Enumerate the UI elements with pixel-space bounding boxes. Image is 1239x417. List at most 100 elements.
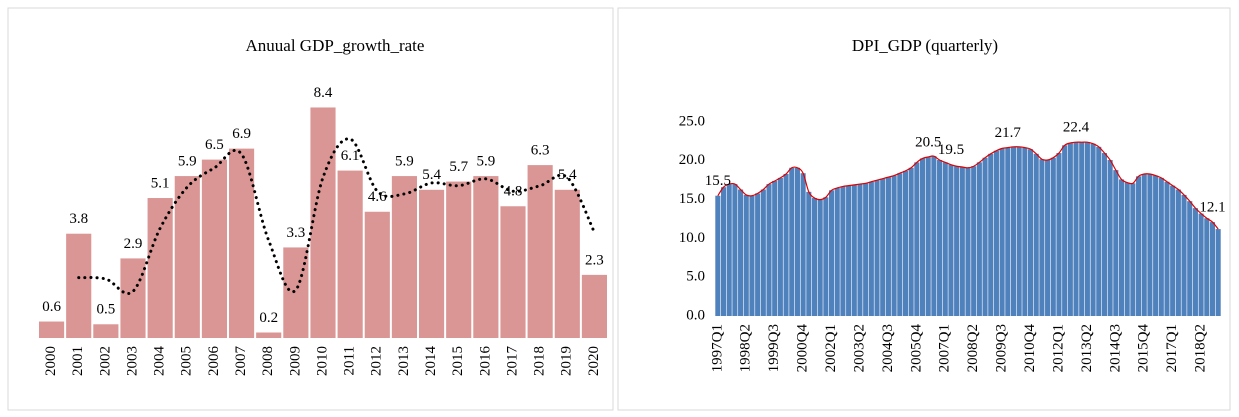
bar [1141,173,1147,316]
x-tick-label: 2014 [423,346,439,377]
bar [1181,194,1187,316]
bar [783,173,789,316]
bar [846,185,852,316]
bar [1039,159,1045,316]
data-label: 8.4 [314,85,333,101]
bar [1010,146,1017,316]
data-label: 0.6 [42,299,61,315]
x-tick-label: 2001 [70,346,86,376]
bar [919,158,926,316]
bar [1209,222,1216,316]
bar [1175,189,1181,316]
bar [954,166,960,316]
bar [1073,142,1079,316]
data-label: 6.5 [205,137,224,153]
data-label: 5.9 [476,154,495,170]
bar [1079,142,1085,316]
bar [777,177,783,316]
data-label: 5.9 [178,154,197,170]
bar [473,176,499,338]
x-tick-label: 2012Q1 [1050,324,1066,372]
bar [256,332,282,338]
x-tick-label: 2008Q2 [965,324,981,372]
chart-title: DPI_GDP (quarterly) [852,36,998,55]
x-tick-label: 2013 [396,346,412,376]
bar [891,175,897,316]
bar [937,160,943,316]
bar [554,189,580,338]
bar [789,167,795,316]
bar [817,199,823,316]
data-label: 20.5 [915,134,941,150]
bar [880,178,886,316]
y-tick-label: 20.0 [679,152,705,168]
bar [971,166,977,316]
bar [755,193,761,316]
x-tick-label: 2017 [504,346,520,377]
data-label: 5.9 [395,154,414,170]
bar [829,190,835,316]
x-tick-label: 2015Q4 [1136,324,1152,373]
bar [1045,160,1051,316]
bar [283,247,309,338]
bar [851,184,857,316]
bar [1005,147,1011,316]
x-tick-label: 2007 [233,346,249,377]
y-tick-label: 15.0 [679,191,705,207]
data-label: 2.9 [124,236,143,252]
data-label: 0.5 [96,302,115,318]
x-tick-label: 2007Q1 [937,324,953,372]
data-label: 22.4 [1063,120,1090,136]
x-tick-label: 2020 [586,346,602,376]
bar [897,173,903,316]
bar [337,170,363,338]
bar [726,184,732,316]
bar [1016,146,1022,316]
x-tick-label: 2009 [287,346,303,376]
bar [715,195,721,316]
data-label: 2.3 [585,252,604,268]
x-tick-label: 2004Q3 [880,324,896,372]
bar [1056,153,1062,316]
bar [1022,147,1028,316]
bar [857,184,863,316]
x-tick-label: 2004 [152,346,168,377]
bar [766,184,772,316]
x-tick-label: 2013Q2 [1079,324,1095,372]
data-label: 0.2 [259,310,278,326]
x-tick-label: 2011 [342,346,358,375]
bar [174,176,200,338]
bar [1158,177,1164,316]
x-tick-label: 2005Q4 [908,324,924,373]
bar [1164,181,1170,316]
x-tick-label: 2000Q4 [795,324,811,373]
bar [794,167,800,316]
data-label: 21.7 [995,125,1022,141]
x-tick-label: 2017Q1 [1164,324,1180,372]
bar [1050,157,1056,316]
data-label: 5.7 [449,159,468,175]
bar [527,165,553,338]
bar [39,321,65,338]
data-label: 5.1 [151,175,170,191]
bar [500,206,526,338]
trendline [77,137,596,295]
bar [925,156,931,316]
bar [982,157,988,316]
chart-title: Anuual GDP_growth_rate [246,36,425,55]
y-tick-label: 0.0 [686,307,705,323]
bar [120,258,146,338]
data-label: 12.1 [1199,200,1225,216]
bar [1107,160,1113,316]
bar [868,181,874,316]
y-tick-label: 25.0 [679,113,705,129]
bar [1033,153,1039,316]
data-label: 3.8 [69,211,88,227]
x-tick-label: 2002Q1 [823,324,839,372]
bar [840,186,846,316]
x-tick-label: 2012 [369,346,385,376]
x-tick-label: 2018Q2 [1193,324,1209,372]
bar [446,181,472,338]
data-label: 19.5 [938,142,964,158]
